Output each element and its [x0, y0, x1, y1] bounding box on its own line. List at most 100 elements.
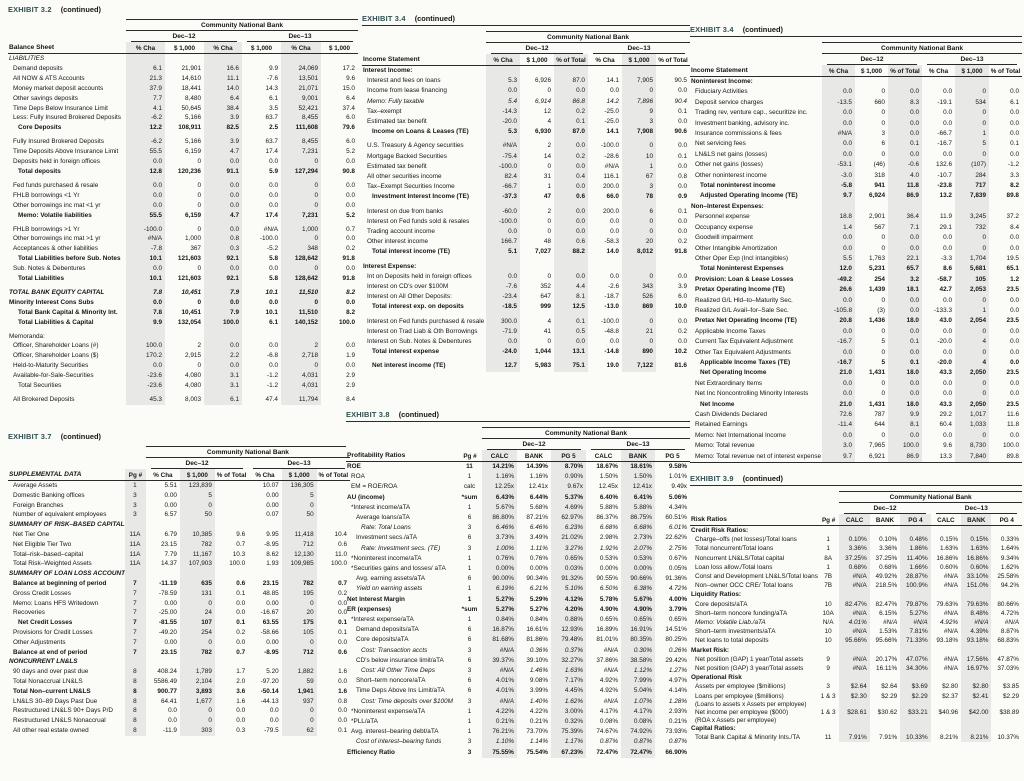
value-cell: -100.0: [498, 162, 517, 170]
value-cell: 151.0%: [966, 582, 989, 590]
value-cell: 1.64%: [1000, 545, 1019, 553]
value-cell: 7.1: [910, 223, 919, 231]
value-cell: 0.0: [576, 87, 585, 95]
value-cell: 0: [982, 379, 986, 387]
row-label: Tax–Exempt Securities Income: [367, 183, 455, 191]
value-cell: 9.7: [843, 192, 852, 200]
table-row: Noninterest Income:: [690, 77, 1022, 88]
value-cell: 0: [314, 201, 318, 209]
value-cell: 0: [197, 298, 201, 306]
value-cell: 0: [649, 87, 653, 95]
value-cell: 3.0: [843, 442, 852, 450]
value-cell: 0.1: [236, 619, 246, 627]
value-cell: #N/A: [1004, 619, 1019, 627]
row-label: Investment banking, advisory inc.: [695, 119, 790, 127]
bank-name-header: Community National Bank: [145, 446, 350, 458]
value-cell: 0.0: [508, 272, 517, 280]
value-cell: 0.0: [843, 296, 852, 304]
table-row: Avg. interest–bearing debt/aTA 1 76.21% 73.…: [346, 727, 690, 737]
row-label: Memo: Total revenue net of interest expe…: [695, 452, 821, 460]
row-label: Personnel expense: [695, 213, 750, 221]
value-cell: 0.0: [346, 298, 355, 306]
value-cell: 0.0: [576, 338, 585, 346]
value-cell: 6.57: [164, 511, 177, 519]
value-cell: -7.8: [150, 245, 162, 253]
value-cell: 2,054: [970, 317, 986, 325]
value-cell: 0: [881, 348, 885, 356]
table-row: Operational Risk: [690, 673, 1022, 682]
table-row: Non–owner OCC CRE/ Total loans 7B #N/A 218.…: [690, 581, 1022, 590]
page-ref-cell: 3: [826, 683, 830, 691]
page-ref-cell: 7: [133, 628, 137, 636]
value-cell: 660: [874, 98, 885, 106]
table-row: Net servicing fees 0.0 6 0.1 -16.7 5 0.1: [690, 139, 1022, 149]
table-row: Noncurrent LN&LS/Total capital 8A 37.25% 37…: [690, 554, 1022, 563]
value-cell: 8.2: [1010, 182, 1019, 190]
value-cell: 999: [540, 303, 551, 311]
value-cell: 4: [547, 118, 551, 126]
row-label: Core deposits/aTA: [356, 636, 409, 644]
page-ref-cell: 1: [467, 728, 472, 736]
table-row: Pretax Operating Income (TE) 26.6 1,439 18.…: [690, 285, 1022, 295]
page-ref-cell: 1: [826, 536, 830, 544]
value-cell: 0.7: [338, 579, 347, 587]
value-cell: 0.0: [269, 265, 278, 273]
value-cell: 0.0: [1010, 306, 1019, 314]
value-cell: 0.0: [843, 234, 852, 242]
value-cell: 787: [874, 411, 885, 418]
value-cell: -37.3: [502, 193, 517, 201]
page-ref-cell: [818, 646, 839, 655]
value-cell: 4.1: [153, 104, 162, 112]
value-cell: 0.0: [1010, 88, 1019, 96]
value-cell: 1.63%: [564, 667, 583, 675]
value-cell: 195: [302, 589, 314, 597]
table-row: Total Bank Capital & Minority Ints./TA 11…: [690, 733, 1022, 742]
value-cell: 10,451: [181, 308, 201, 316]
value-cell: 1: [547, 183, 551, 191]
value-cell: 0: [881, 234, 885, 242]
value-cell: 7,231: [302, 211, 318, 219]
page-ref-cell: 8: [133, 717, 137, 725]
value-cell: 0.0: [1010, 150, 1019, 158]
value-cell: 0.15%: [939, 536, 959, 544]
value-cell: 7,965: [869, 442, 885, 450]
value-cell: 8,003: [185, 396, 201, 403]
row-label: Held-to-Maturity Securities: [13, 362, 89, 370]
value-cell: 0: [982, 327, 986, 335]
value-cell: 0.0: [1010, 234, 1019, 242]
page-ref-cell: 1: [467, 565, 472, 573]
value-cell: 254: [201, 628, 212, 636]
table-row: Realized G/L Hld–to–Maturity Sec. 0.0 0 0.0…: [690, 296, 1022, 306]
value-cell: [215, 569, 248, 579]
column-header: % Cha: [922, 65, 955, 77]
row-label: Adjusted Operating Income (TE): [700, 192, 798, 200]
row-label: Occupancy expense: [695, 223, 753, 231]
value-cell: 37.25%: [845, 554, 867, 562]
bank-name-header: Community National Bank: [126, 19, 358, 31]
value-cell: 0: [881, 379, 885, 387]
value-cell: -19.1: [937, 98, 952, 106]
value-cell: 0.0: [269, 362, 278, 370]
page-ref-cell: *sum: [461, 493, 478, 501]
value-cell: 74.67%: [596, 728, 618, 736]
value-cell: 0.00: [164, 599, 177, 607]
value-cell: [839, 724, 869, 733]
exhibit-title: EXHIBIT 3.9 (continued): [690, 474, 1022, 486]
value-cell: 100.0: [1003, 442, 1019, 450]
value-cell: 7.8: [153, 308, 162, 316]
value-cell: -100.0: [259, 235, 278, 243]
row-label: Less: Fully Insured Brokered Deposits: [13, 114, 121, 122]
table-row: Investment Interest Income (TE) -37.3 47 0.…: [362, 192, 690, 202]
value-cell: 0.0: [269, 342, 278, 350]
exhibit-continued-label: (continued): [60, 5, 101, 14]
exhibit-continued-label: (continued): [398, 410, 439, 419]
row-label: Insurance commissions & fees: [695, 130, 782, 138]
value-cell: 91.1: [226, 167, 239, 175]
value-cell: 0: [547, 162, 551, 170]
row-label: Trading account income: [367, 228, 435, 236]
value-cell: 1.2: [1010, 275, 1019, 283]
row-label: Net servicing fees: [695, 140, 746, 148]
value-cell: -79.5: [264, 726, 279, 734]
table-row: Other borrowings inc mat <1 yr 0.0 0 0.0 0.0…: [8, 201, 358, 211]
page-ref-cell: 1: [467, 718, 472, 726]
